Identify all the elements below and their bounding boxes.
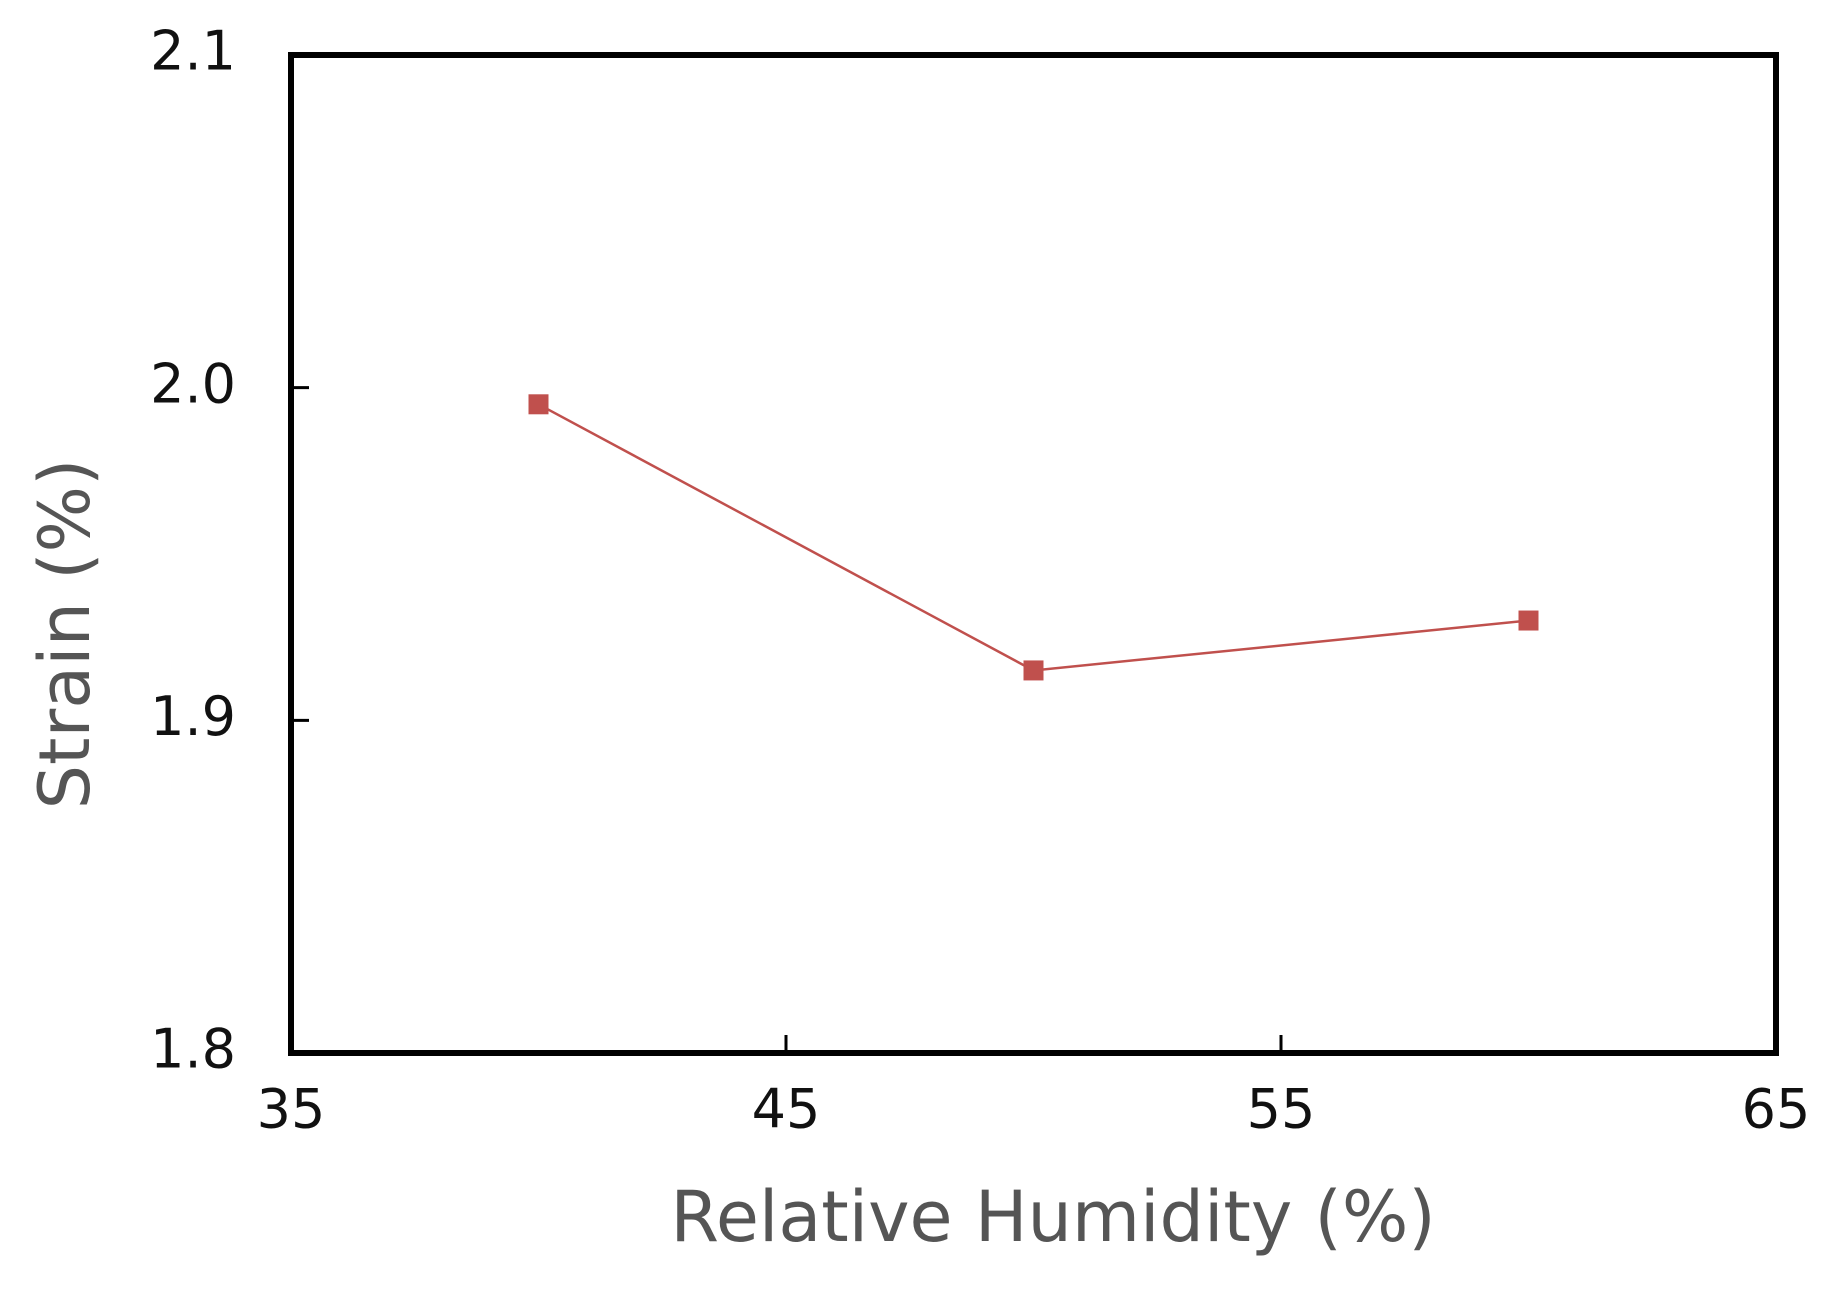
- x-axis-label: Relative Humidity (%): [670, 1176, 1435, 1258]
- y-tick-label: 1.9: [150, 685, 236, 748]
- marker: [528, 394, 549, 415]
- y-axis-label: Strain (%): [24, 459, 106, 810]
- y-tick-label: 2.1: [150, 20, 236, 83]
- y-tick-label: 1.8: [150, 1018, 236, 1081]
- marker: [1518, 610, 1539, 631]
- marker: [1023, 660, 1044, 681]
- line: [537, 403, 1529, 672]
- plot-frame: [288, 52, 1779, 1056]
- y-tick-label: 2.0: [150, 352, 236, 415]
- x-tick-label: 65: [1742, 1078, 1811, 1141]
- x-tick-label: 35: [257, 1078, 326, 1141]
- x-tick-label: 45: [752, 1078, 821, 1141]
- x-tick-label: 55: [1247, 1078, 1316, 1141]
